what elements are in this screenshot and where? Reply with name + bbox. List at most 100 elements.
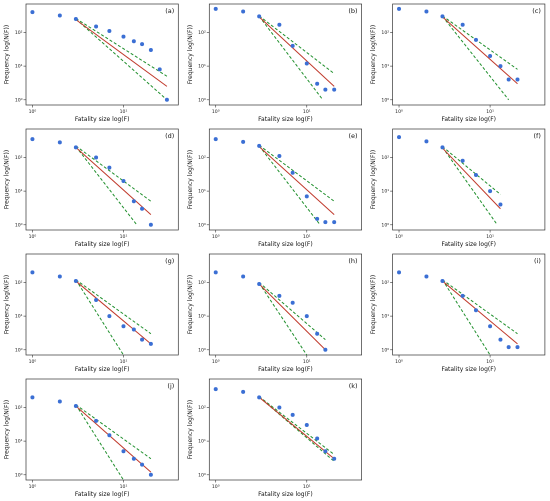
data-point (107, 165, 112, 170)
plot-frame (208, 253, 362, 356)
data-point (332, 220, 337, 225)
y-axis-label: Frequency log(N(F)) (187, 150, 194, 209)
data-point (290, 300, 295, 305)
panel-label: (i) (534, 257, 541, 265)
x-axis-label: Fatality size log(F) (441, 116, 496, 123)
x-axis-label: Fatality size log(F) (75, 366, 130, 373)
data-point (94, 155, 99, 160)
ci-upper-line (442, 279, 518, 335)
data-point (94, 298, 99, 303)
data-point (107, 29, 112, 34)
panel-i: 10⁰ 10¹ 10⁰ 10¹ 10² Fatality size log(F) Frequ… (370, 253, 546, 373)
data-point (506, 77, 511, 82)
y-tick-label: 10² (198, 280, 206, 286)
ci-lower-line (258, 145, 321, 226)
data-point (241, 274, 246, 279)
data-point (131, 199, 136, 204)
x-axis-label: Fatality size log(F) (441, 366, 496, 373)
data-point (440, 145, 445, 150)
data-point (473, 173, 478, 178)
y-tick-label: 10¹ (198, 64, 206, 70)
data-point (277, 293, 282, 298)
data-point (257, 14, 262, 19)
data-point (277, 405, 282, 410)
y-tick-label: 10⁰ (198, 472, 206, 478)
data-point (332, 87, 337, 92)
y-axis-label: Frequency log(N(F)) (4, 150, 11, 209)
data-point (277, 154, 282, 159)
x-axis-label: Fatality size log(F) (258, 116, 313, 123)
data-point (323, 87, 328, 92)
panel-j: 10⁰ 10¹ 10⁰ 10¹ 10² Fatality size log(F) Frequ… (4, 378, 179, 498)
data-point (30, 137, 35, 142)
y-tick-label: 10⁰ (15, 97, 23, 103)
fit-line (442, 16, 518, 85)
y-tick-label: 10¹ (15, 314, 23, 320)
y-tick-label: 10² (198, 155, 206, 161)
data-point (73, 279, 78, 284)
y-tick-label: 10² (15, 280, 23, 286)
fit-line (75, 405, 152, 473)
panel-h: 10⁰ 10¹ 10⁰ 10¹ 10² Fatality size log(F) Frequ… (187, 253, 362, 373)
y-axis-label: Frequency log(N(F)) (4, 400, 11, 459)
data-point (315, 331, 320, 336)
x-axis-label: Fatality size log(F) (258, 241, 313, 248)
data-point (397, 135, 402, 140)
x-tick-label: 10⁰ (29, 484, 37, 490)
panel-d: 10⁰ 10¹ 10⁰ 10¹ 10² Fatality size log(F) Frequ… (4, 128, 179, 248)
fit-line (258, 283, 326, 351)
x-tick-label: 10¹ (120, 234, 128, 240)
x-tick-label: 10⁰ (212, 359, 220, 365)
x-tick-label: 10¹ (120, 109, 128, 115)
y-axis-label: Frequency log(N(F)) (370, 25, 377, 84)
data-point (304, 61, 309, 66)
ci-lower-line (258, 16, 324, 101)
data-point (164, 97, 169, 102)
ci-upper-line (258, 396, 335, 455)
x-axis-label: Fatality size log(F) (75, 241, 130, 248)
data-point (241, 9, 246, 14)
y-tick-label: 10¹ (381, 189, 389, 195)
data-point (506, 345, 511, 350)
data-point (121, 449, 126, 454)
data-point (304, 194, 309, 199)
data-point (131, 327, 136, 332)
plot-frame (25, 253, 179, 356)
x-tick-label: 10⁰ (395, 109, 403, 115)
x-tick-label: 10¹ (303, 484, 311, 490)
y-tick-label: 10¹ (198, 439, 206, 445)
data-point (148, 222, 153, 227)
panel-e: 10⁰ 10¹ 10⁰ 10¹ 10² Fatality size log(F) Frequ… (187, 128, 362, 248)
data-point (94, 24, 99, 29)
data-point (213, 137, 218, 142)
x-axis-label: Fatality size log(F) (258, 491, 313, 498)
data-point (257, 143, 262, 148)
y-tick-label: 10² (381, 280, 389, 286)
data-point (148, 341, 153, 346)
data-point (73, 145, 78, 150)
y-tick-label: 10¹ (381, 64, 389, 70)
y-axis-label: Frequency log(N(F)) (370, 275, 377, 334)
data-point (241, 139, 246, 144)
x-tick-label: 10⁰ (395, 234, 403, 240)
data-point (498, 202, 503, 207)
plot-frame (392, 128, 546, 231)
data-point (498, 337, 503, 342)
x-tick-label: 10¹ (303, 234, 311, 240)
data-point (157, 67, 162, 72)
data-point (30, 270, 35, 275)
panel-f: 10⁰ 10¹ 10⁰ 10¹ 10² Fatality size log(F) Frequ… (370, 128, 546, 248)
data-point (315, 436, 320, 441)
data-point (460, 22, 465, 27)
ci-lower-line (442, 16, 510, 101)
ci-upper-line (442, 146, 501, 195)
data-point (213, 387, 218, 392)
data-point (515, 345, 520, 350)
data-point (488, 53, 493, 58)
ci-upper-line (258, 144, 335, 202)
data-point (290, 43, 295, 48)
data-point (140, 206, 145, 211)
ci-upper-line (258, 282, 326, 341)
data-point (257, 395, 262, 400)
